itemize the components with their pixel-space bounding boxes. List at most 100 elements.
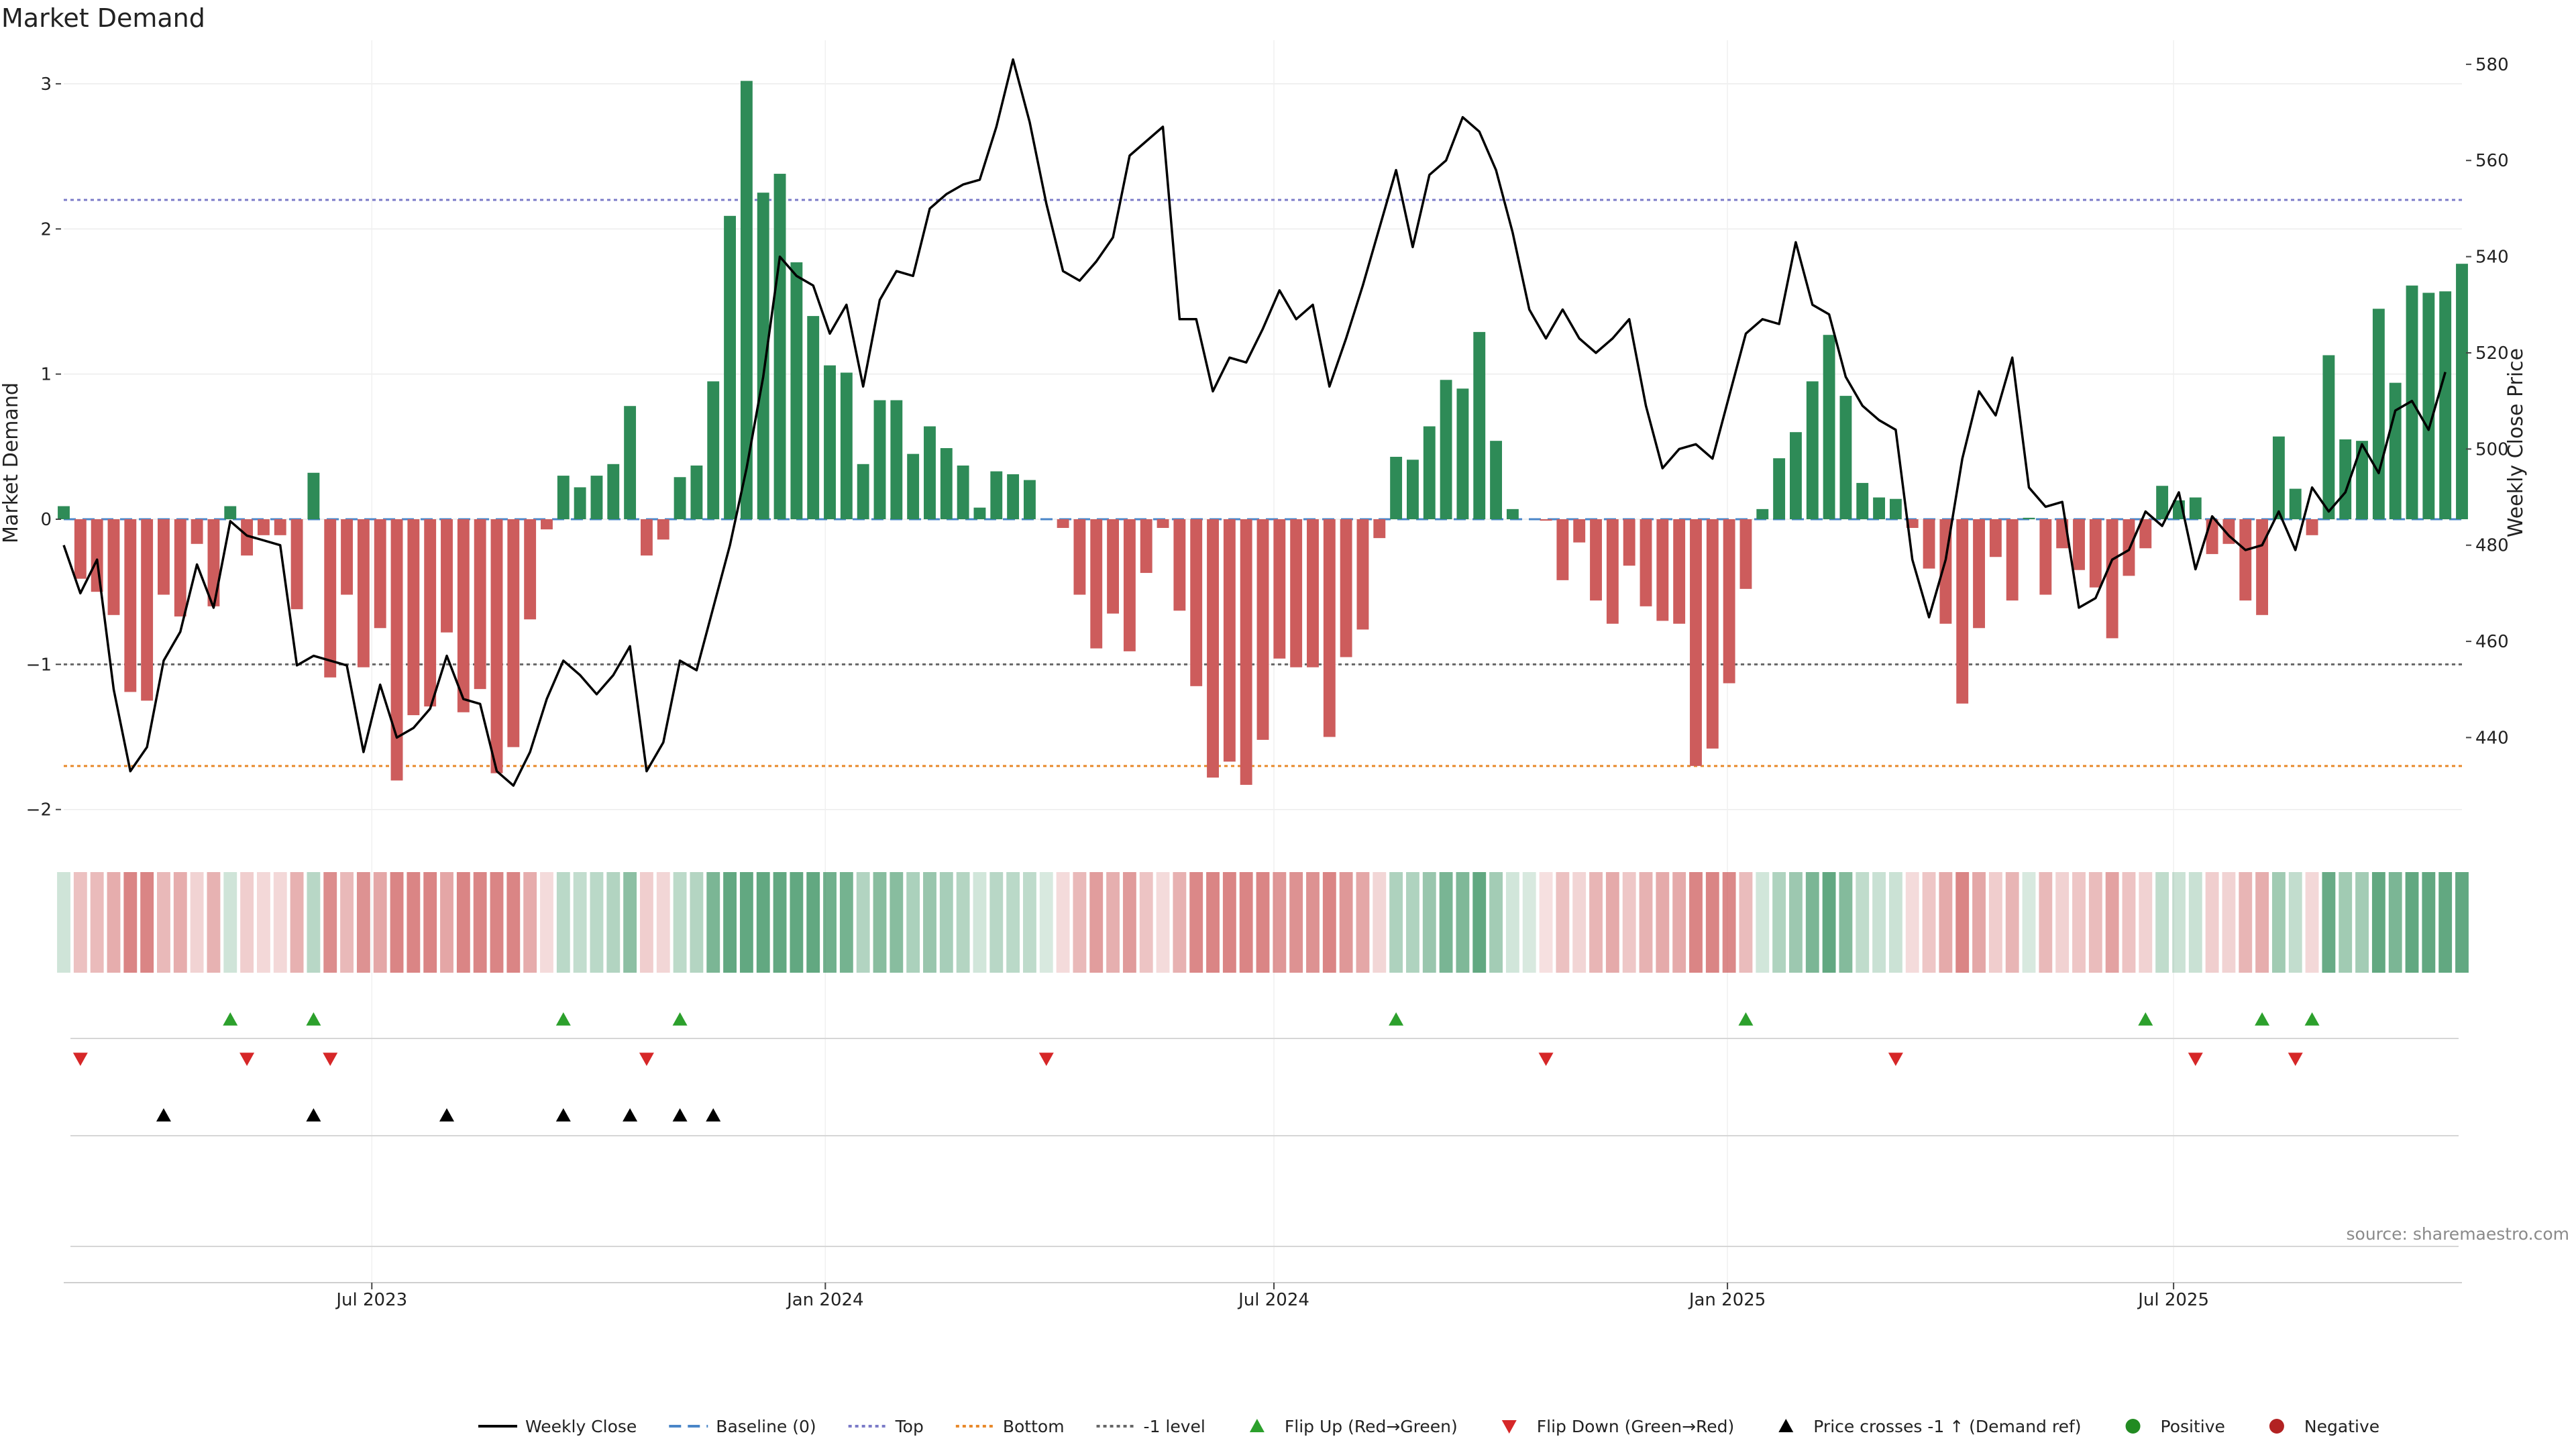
- signal-markers: [70, 1012, 2459, 1247]
- flip-up-marker: [1389, 1012, 1404, 1026]
- flip-up-marker: [2138, 1012, 2153, 1026]
- heat-cell: [1089, 872, 1104, 973]
- heat-cell: [1389, 872, 1403, 973]
- demand-bar: [241, 519, 254, 556]
- demand-bar: [158, 519, 170, 595]
- legend-swatch-flipdown: [1501, 1420, 1517, 1434]
- demand-bar: [257, 519, 270, 535]
- demand-bars: [58, 80, 2468, 785]
- demand-bar: [924, 426, 936, 519]
- demand-bar: [1506, 508, 1519, 519]
- legend-label-baseline: Baseline (0): [716, 1417, 816, 1436]
- demand-bar: [724, 215, 736, 519]
- legend-item-baseline: Baseline (0): [669, 1417, 816, 1436]
- legend-label-positive: Positive: [2161, 1417, 2225, 1436]
- heat-cell: [873, 872, 887, 973]
- demand-bar: [524, 519, 537, 620]
- heat-cell: [107, 872, 121, 973]
- legend-label-cross: Price crosses -1 ↑ (Demand ref): [1813, 1417, 2081, 1436]
- heat-cell: [2355, 872, 2369, 973]
- demand-bar: [1223, 519, 1236, 762]
- heat-cell: [1056, 872, 1070, 973]
- price-cross-marker: [555, 1108, 571, 1122]
- heat-cell: [1489, 872, 1503, 973]
- heat-cell: [790, 872, 804, 973]
- demand-bar: [1356, 519, 1369, 630]
- demand-bar: [1057, 519, 1069, 528]
- demand-bar: [1190, 519, 1203, 686]
- heat-cell: [2205, 872, 2219, 973]
- demand-bar: [2422, 292, 2435, 519]
- flip-up-marker: [223, 1012, 238, 1026]
- heat-cell: [240, 872, 254, 973]
- legend-label-top: Top: [895, 1417, 924, 1436]
- demand-bar: [973, 507, 986, 519]
- demand-bar: [640, 519, 653, 556]
- heat-cell: [2105, 872, 2119, 973]
- demand-bar: [1240, 519, 1252, 785]
- demand-bar: [341, 519, 353, 595]
- demand-bar: [1307, 519, 1319, 667]
- heat-cell: [1189, 872, 1203, 973]
- demand-bar: [1340, 519, 1352, 657]
- demand-bar: [674, 477, 686, 519]
- demand-bar: [2206, 519, 2218, 554]
- demand-bar: [2256, 519, 2269, 615]
- legend-label-flipdown: Flip Down (Green→Red): [1537, 1417, 1735, 1436]
- x-tick-label: Jul 2025: [2137, 1290, 2209, 1310]
- demand-bar: [2239, 519, 2252, 601]
- axes-layer: 3 2 1 0 −1 −2 580 560 540 520 500 480 460 440: [26, 55, 2509, 820]
- heat-cell: [1672, 872, 1686, 973]
- heat-cell: [1239, 872, 1253, 973]
- legend-label-flipup: Flip Up (Red→Green): [1285, 1417, 1458, 1436]
- heat-cell: [1173, 872, 1187, 973]
- flip-up-marker: [1738, 1012, 1754, 1026]
- legend-swatch-positive: [2125, 1419, 2141, 1434]
- demand-bar: [807, 316, 820, 519]
- demand-bar: [2289, 488, 2302, 519]
- demand-bar: [441, 519, 453, 633]
- demand-bar: [2139, 519, 2152, 549]
- heat-cell: [2455, 872, 2469, 973]
- heat-cell: [573, 872, 587, 973]
- heat-cell: [2255, 872, 2269, 973]
- demand-bar: [1673, 519, 1686, 624]
- demand-bar: [2272, 436, 2285, 519]
- heat-cell: [140, 872, 154, 973]
- legend: Weekly Close Baseline (0) Top Bottom -1 leve…: [478, 1417, 2379, 1436]
- heat-cell: [506, 872, 521, 973]
- demand-bar: [1107, 519, 1119, 614]
- demand-bar: [1023, 480, 1036, 519]
- heat-cell: [2339, 872, 2353, 973]
- heat-cell: [407, 872, 421, 973]
- heat-cell: [2055, 872, 2070, 973]
- heat-cell: [756, 872, 770, 973]
- demand-bar: [2039, 519, 2052, 595]
- heat-cell: [340, 872, 354, 973]
- heat-cell: [2188, 872, 2202, 973]
- demand-bar: [873, 400, 886, 519]
- heat-cell: [1856, 872, 1870, 973]
- demand-bar: [1323, 519, 1336, 737]
- demand-bar: [1473, 331, 1486, 519]
- heat-cell: [1988, 872, 2002, 973]
- legend-label-bottom: Bottom: [1003, 1417, 1065, 1436]
- heat-cell: [723, 872, 737, 973]
- heat-cell: [290, 872, 304, 973]
- flip-down-marker: [72, 1053, 88, 1066]
- demand-bar: [1623, 519, 1635, 566]
- demand-bar: [1073, 519, 1086, 595]
- price-cross-marker: [706, 1108, 721, 1122]
- legend-item-positive: Positive: [2125, 1417, 2225, 1436]
- demand-bar: [1556, 519, 1569, 580]
- demand-bar: [507, 519, 520, 747]
- heat-cell: [706, 872, 720, 973]
- heat-cell: [989, 872, 1004, 973]
- heat-cell: [2305, 872, 2319, 973]
- demand-bar: [390, 519, 403, 781]
- demand-bar: [2306, 519, 2318, 535]
- heat-cell: [2155, 872, 2169, 973]
- heat-cell: [1039, 872, 1053, 973]
- heat-cell: [1322, 872, 1336, 973]
